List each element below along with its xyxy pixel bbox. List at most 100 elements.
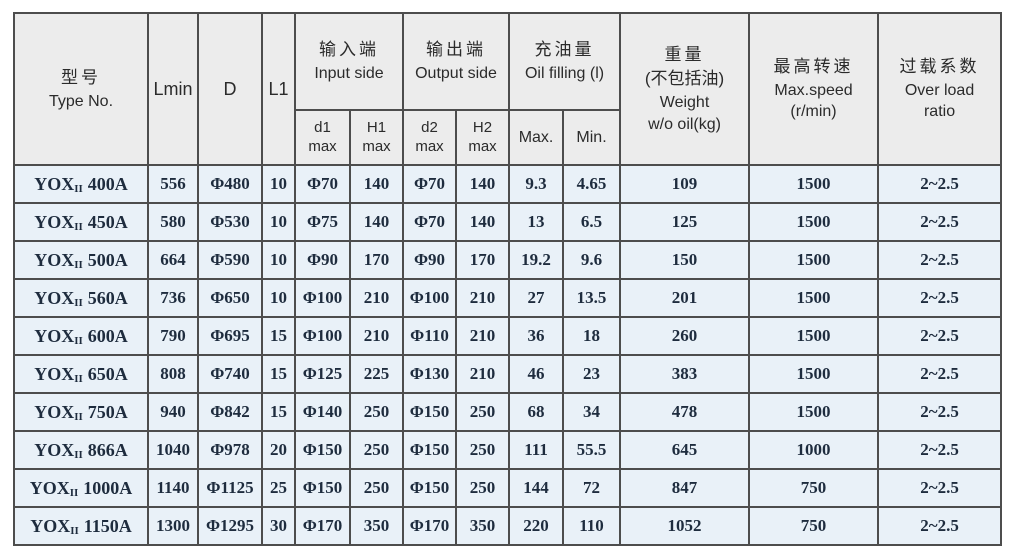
cell-oil-min: 9.6 bbox=[562, 240, 622, 280]
cell-l1: 30 bbox=[261, 506, 296, 546]
cell-oil-min: 18 bbox=[562, 316, 622, 356]
cell-d2-max: Φ110 bbox=[402, 316, 458, 356]
cell-weight: 1052 bbox=[619, 506, 751, 546]
h2-label: H2 bbox=[472, 118, 493, 136]
cell-weight: 125 bbox=[619, 202, 751, 242]
cell-max-speed: 750 bbox=[748, 468, 880, 508]
col-group-output-side: 输出端 Output side bbox=[402, 12, 511, 111]
cell-d2-max: Φ100 bbox=[402, 278, 458, 318]
cell-lmin: 940 bbox=[147, 392, 199, 432]
cell-l1: 25 bbox=[261, 468, 296, 508]
cell-d2-max: Φ70 bbox=[402, 164, 458, 204]
cell-d1-max: Φ140 bbox=[294, 392, 351, 432]
weight-label-zh2: (不包括油) bbox=[644, 69, 725, 89]
cell-h1-max: 250 bbox=[348, 392, 405, 432]
overload-label-en1: Over load bbox=[904, 81, 975, 99]
cell-d2-max: Φ70 bbox=[402, 202, 458, 242]
cell-h1-max: 210 bbox=[348, 316, 405, 356]
col-header-overload: 过载系数 Over load ratio bbox=[877, 12, 1003, 166]
cell-max-speed: 1500 bbox=[748, 316, 880, 356]
cell-h1-max: 225 bbox=[348, 354, 405, 394]
cell-h2-max: 210 bbox=[455, 354, 511, 394]
cell-overload: 2~2.5 bbox=[877, 164, 1003, 204]
cell-oil-max: 144 bbox=[508, 468, 565, 508]
weight-label-en2: w/o oil(kg) bbox=[648, 115, 721, 133]
cell-overload: 2~2.5 bbox=[877, 278, 1003, 318]
cell-d: Φ1295 bbox=[197, 506, 263, 546]
cell-oil-min: 23 bbox=[562, 354, 622, 394]
cell-d1-max: Φ170 bbox=[294, 506, 351, 546]
cell-oil-max: 111 bbox=[508, 430, 565, 470]
overload-label-zh: 过载系数 bbox=[899, 57, 980, 77]
table-header: 型号 Type No. Lmin D L1 输入端 Input side 输出端… bbox=[13, 12, 1003, 166]
cell-max-speed: 1500 bbox=[748, 164, 880, 204]
cell-h1-max: 250 bbox=[348, 468, 405, 508]
output-side-label-en: Output side bbox=[415, 65, 497, 83]
cell-d1-max: Φ150 bbox=[294, 468, 351, 508]
col-header-h2-max: H2 max bbox=[455, 109, 511, 166]
col-header-d: D bbox=[197, 12, 263, 166]
col-header-lmin: Lmin bbox=[147, 12, 199, 166]
cell-weight: 645 bbox=[619, 430, 751, 470]
cell-oil-min: 34 bbox=[562, 392, 622, 432]
cell-h2-max: 140 bbox=[455, 202, 511, 242]
spec-table-container: 型号 Type No. Lmin D L1 输入端 Input side 输出端… bbox=[13, 12, 1003, 546]
cell-l1: 10 bbox=[261, 202, 296, 242]
cell-weight: 383 bbox=[619, 354, 751, 394]
d1-max-label: max bbox=[308, 137, 337, 155]
weight-label-en1: Weight bbox=[659, 94, 710, 112]
cell-type-no: YOXII 1000A bbox=[13, 468, 149, 508]
oil-filling-label-zh: 充油量 bbox=[534, 40, 595, 60]
cell-lmin: 790 bbox=[147, 316, 199, 356]
cell-h2-max: 140 bbox=[455, 164, 511, 204]
cell-h2-max: 170 bbox=[455, 240, 511, 280]
cell-oil-max: 9.3 bbox=[508, 164, 565, 204]
cell-overload: 2~2.5 bbox=[877, 392, 1003, 432]
d2-label: d2 bbox=[421, 118, 438, 136]
coupling-spec-table: 型号 Type No. Lmin D L1 输入端 Input side 输出端… bbox=[13, 12, 1003, 546]
table-row: YOXII 400A 556 Φ480 10 Φ70 140 Φ70 140 9.… bbox=[13, 164, 1003, 204]
col-header-max-speed: 最高转速 Max.speed (r/min) bbox=[748, 12, 880, 166]
col-header-l1: L1 bbox=[261, 12, 296, 166]
table-row: YOXII 450A 580 Φ530 10 Φ75 140 Φ70 140 13… bbox=[13, 202, 1003, 242]
cell-h2-max: 210 bbox=[455, 316, 511, 356]
cell-d2-max: Φ150 bbox=[402, 430, 458, 470]
table-row: YOXII 866A 1040 Φ978 20 Φ150 250 Φ150 250… bbox=[13, 430, 1003, 470]
col-header-d1-max: d1 max bbox=[294, 109, 351, 166]
cell-type-no: YOXII 500A bbox=[13, 240, 149, 280]
cell-d2-max: Φ90 bbox=[402, 240, 458, 280]
cell-type-no: YOXII 600A bbox=[13, 316, 149, 356]
d1-label: d1 bbox=[314, 118, 331, 136]
cell-oil-max: 27 bbox=[508, 278, 565, 318]
h1-max-label: max bbox=[362, 137, 391, 155]
table-row: YOXII 1000A 1140 Φ1125 25 Φ150 250 Φ150 2… bbox=[13, 468, 1003, 508]
cell-max-speed: 1500 bbox=[748, 240, 880, 280]
input-side-label-zh: 输入端 bbox=[319, 40, 379, 60]
col-header-d2-max: d2 max bbox=[402, 109, 458, 166]
type-no-label-zh: 型号 bbox=[61, 67, 101, 87]
table-row: YOXII 560A 736 Φ650 10 Φ100 210 Φ100 210 … bbox=[13, 278, 1003, 318]
cell-h1-max: 210 bbox=[348, 278, 405, 318]
cell-d: Φ695 bbox=[197, 316, 263, 356]
d2-max-label: max bbox=[415, 137, 444, 155]
cell-h2-max: 250 bbox=[455, 392, 511, 432]
cell-lmin: 556 bbox=[147, 164, 199, 204]
cell-lmin: 808 bbox=[147, 354, 199, 394]
output-side-label-zh: 输出端 bbox=[426, 40, 487, 60]
table-row: YOXII 1150A 1300 Φ1295 30 Φ170 350 Φ170 3… bbox=[13, 506, 1003, 546]
cell-d: Φ480 bbox=[197, 164, 263, 204]
cell-oil-max: 19.2 bbox=[508, 240, 565, 280]
cell-h1-max: 250 bbox=[348, 430, 405, 470]
cell-lmin: 1040 bbox=[147, 430, 199, 470]
cell-d1-max: Φ100 bbox=[294, 278, 351, 318]
cell-lmin: 1300 bbox=[147, 506, 199, 546]
cell-weight: 150 bbox=[619, 240, 751, 280]
table-body: YOXII 400A 556 Φ480 10 Φ70 140 Φ70 140 9.… bbox=[13, 164, 1003, 546]
table-row: YOXII 750A 940 Φ842 15 Φ140 250 Φ150 250 … bbox=[13, 392, 1003, 432]
cell-overload: 2~2.5 bbox=[877, 240, 1003, 280]
col-group-input-side: 输入端 Input side bbox=[293, 12, 405, 111]
cell-d2-max: Φ130 bbox=[402, 354, 458, 394]
cell-d2-max: Φ150 bbox=[402, 468, 458, 508]
cell-type-no: YOXII 560A bbox=[13, 278, 149, 318]
cell-overload: 2~2.5 bbox=[877, 430, 1003, 470]
